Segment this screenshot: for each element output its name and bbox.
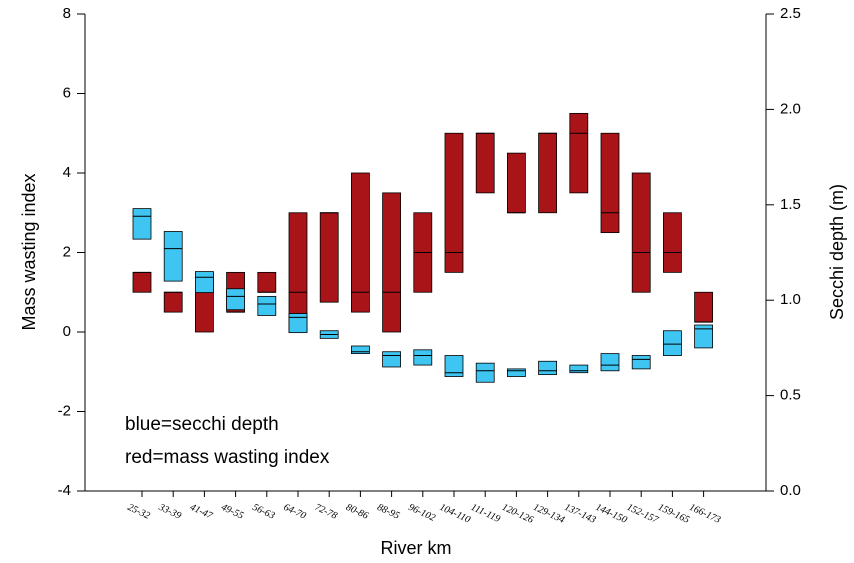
x-tick-label: 159-165 (656, 502, 691, 526)
x-tick-label: 49-55 (219, 502, 245, 522)
x-tick-label: 166-173 (687, 502, 722, 526)
x-tick-label: 56-63 (251, 502, 277, 522)
box (600, 353, 620, 372)
x-tick-label: 129-134 (531, 502, 566, 526)
y2-tick-label: 0.5 (780, 387, 801, 404)
x-tick-label: 80-86 (344, 502, 370, 522)
annotation: red=mass wasting index (125, 447, 330, 468)
x-tick-label: 152-157 (625, 502, 661, 526)
box (538, 360, 557, 376)
box (319, 212, 339, 303)
box (132, 208, 152, 240)
box (444, 132, 464, 273)
box (569, 112, 589, 194)
box (506, 152, 526, 214)
box (257, 271, 277, 293)
box (226, 288, 246, 311)
box (257, 295, 277, 316)
box (413, 349, 433, 366)
box (631, 355, 651, 370)
box (631, 172, 651, 293)
box (382, 192, 402, 333)
x-tick-label: 41-47 (188, 502, 215, 522)
x-tick-label: 96-102 (407, 502, 437, 524)
y2-tick-label: 0.0 (780, 482, 801, 499)
box (350, 345, 370, 355)
x-tick-label: 137-143 (563, 502, 598, 526)
box (475, 132, 495, 194)
y-tick-label: 4 (63, 164, 71, 181)
x-tick-label: 88-95 (375, 502, 401, 522)
y2-tick-label: 1.0 (780, 291, 801, 308)
annotation: blue=secchi depth (125, 414, 279, 435)
y-tick-label: 6 (63, 84, 71, 101)
x-tick-label: 64-70 (282, 502, 308, 522)
y2-tick-label: 2.0 (780, 100, 801, 117)
y-tick-label: 8 (63, 5, 71, 22)
box (600, 132, 620, 234)
box (163, 231, 183, 282)
y2-tick-label: 2.5 (780, 5, 801, 22)
x-tick-label: 144-150 (594, 502, 629, 526)
y-tick-label: -4 (58, 482, 71, 499)
box (663, 212, 682, 273)
box (194, 271, 214, 293)
y2-tick-label: 1.5 (780, 196, 801, 213)
y-axis-label: Mass wasting index (19, 173, 39, 330)
box (132, 271, 152, 293)
box (694, 291, 713, 323)
x-tick-label: 111-119 (469, 502, 502, 525)
x-tick-label: 25-32 (126, 502, 152, 522)
box (569, 364, 589, 374)
x-tick-label: 104-110 (438, 502, 472, 526)
box (663, 330, 682, 356)
x-axis-label: River km (381, 538, 452, 558)
y2-axis-label: Secchi depth (m) (827, 184, 847, 320)
box (350, 172, 370, 313)
y-tick-label: 0 (63, 323, 71, 340)
box (444, 355, 464, 377)
box (163, 291, 183, 313)
box (538, 132, 557, 214)
box (382, 351, 402, 368)
x-tick-label: 33-39 (156, 501, 183, 521)
box (506, 368, 526, 377)
y-tick-label: -2 (58, 402, 71, 419)
y-tick-label: 2 (63, 243, 71, 260)
box (475, 362, 495, 383)
box (288, 313, 308, 334)
x-tick-label: 72-78 (313, 502, 339, 522)
x-tick-label: 120-126 (500, 502, 535, 526)
box (694, 324, 713, 349)
